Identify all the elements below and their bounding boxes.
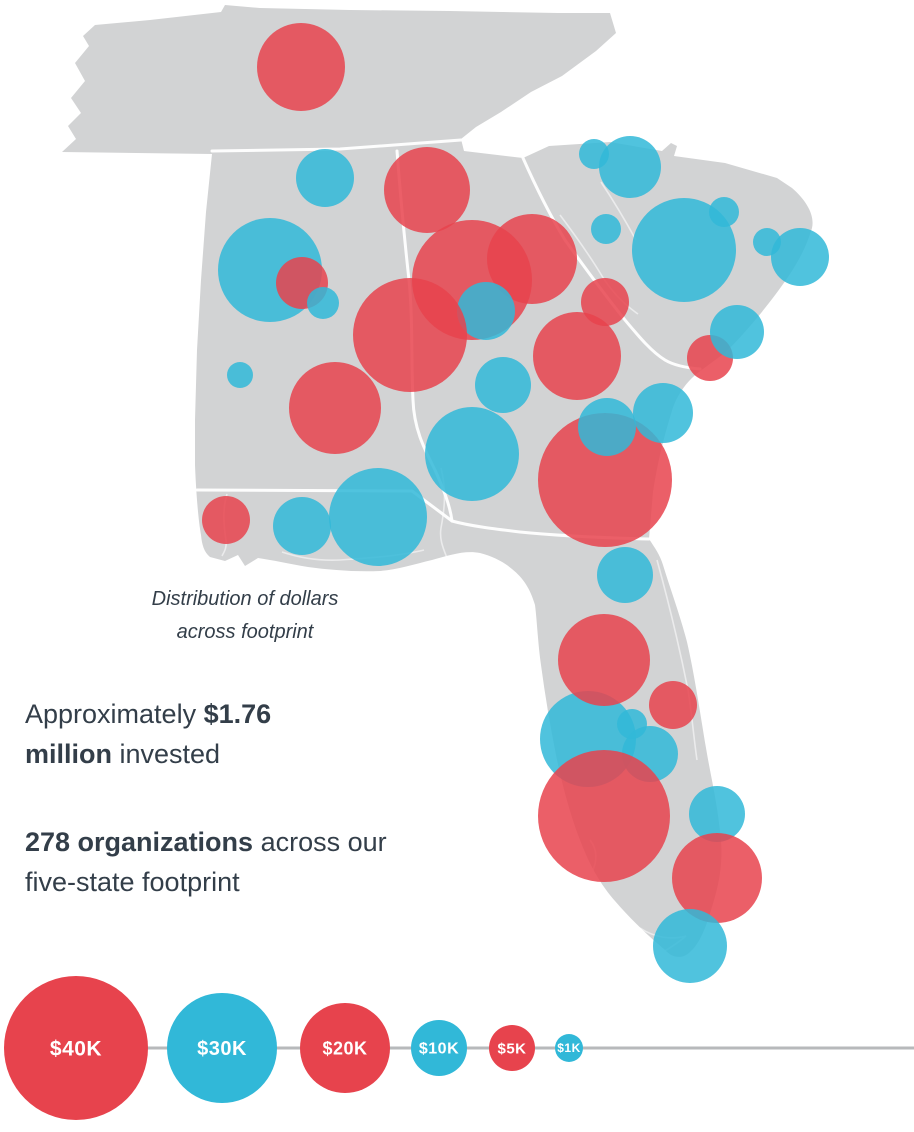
legend-bubble-$40K <box>4 976 148 1120</box>
map-bubble-blue <box>457 282 515 340</box>
legend-label-$5K: $5K <box>497 1040 526 1057</box>
map-bubble-blue <box>591 214 621 244</box>
map-caption: Distribution of dollars across footprint <box>116 583 374 649</box>
map-bubble-blue <box>578 398 636 456</box>
legend-layer: $40K $30K $20K $10K $5K $1K <box>4 976 583 1120</box>
map-bubble-red <box>289 362 381 454</box>
stat-invested: Approximately $1.76 million invested <box>25 694 355 774</box>
stat-organizations-bold: 278 organizations <box>25 827 254 857</box>
map-bubble-blue <box>425 407 519 501</box>
legend-label-$1K: $1K <box>557 1041 581 1055</box>
map-bubble-blue <box>475 357 531 413</box>
map-bubble-red <box>533 312 621 400</box>
legend-label-$20K: $20K <box>322 1038 367 1058</box>
border-tn-south <box>210 138 463 153</box>
map-bubble-red <box>353 278 467 392</box>
map-bubble-blue <box>689 786 745 842</box>
map-bubble-blue <box>329 468 427 566</box>
river-st-johns <box>656 559 698 761</box>
stat-invested-bold: $1.76 million <box>25 699 272 769</box>
legend-label-$40K: $40K <box>50 1037 102 1060</box>
bubbles-layer <box>202 23 829 983</box>
map-bubble-blue <box>597 547 653 603</box>
map-bubble-red <box>558 614 650 706</box>
map-bubble-blue <box>710 305 764 359</box>
map-bubble-blue <box>653 909 727 983</box>
map-bubble-red <box>649 681 697 729</box>
map-bubble-blue <box>227 362 253 388</box>
legend-bubble-$10K <box>411 1020 467 1076</box>
river-sc-north <box>600 181 637 241</box>
map-bubble-red <box>581 278 629 326</box>
map-bubble-red <box>672 833 762 923</box>
stat-organizations-post: across our five-state footprint <box>25 827 387 897</box>
caption-line1: Distribution of dollars <box>151 588 339 610</box>
map-bubble-blue <box>709 197 739 227</box>
legend-bubble-$20K <box>300 1003 390 1093</box>
map-bubble-red <box>538 413 672 547</box>
map-bubble-red <box>538 750 670 882</box>
map-bubble-blue <box>273 497 331 555</box>
map-bubble-blue <box>307 287 339 319</box>
legend-bubble-$1K <box>555 1034 583 1062</box>
map-bubble-red <box>257 23 345 111</box>
map-bubble-blue <box>296 149 354 207</box>
caption-line2: across footprint <box>176 621 314 643</box>
legend-bubble-$5K <box>489 1025 535 1071</box>
legend-label-$30K: $30K <box>197 1038 247 1060</box>
map-bubble-red <box>202 496 250 544</box>
map-bubble-red <box>384 147 470 233</box>
legend-bubble-$30K <box>167 993 277 1103</box>
map-bubble-blue <box>632 198 736 302</box>
stat-invested-pre: Approximately <box>25 699 204 729</box>
legend-label-$10K: $10K <box>419 1041 459 1058</box>
map-bubble-blue <box>599 136 661 198</box>
stat-organizations: 278 organizations across our five-state … <box>25 822 417 902</box>
stat-invested-post: invested <box>112 739 221 769</box>
map-bubble-blue <box>771 228 829 286</box>
map-bubble-blue <box>633 383 693 443</box>
